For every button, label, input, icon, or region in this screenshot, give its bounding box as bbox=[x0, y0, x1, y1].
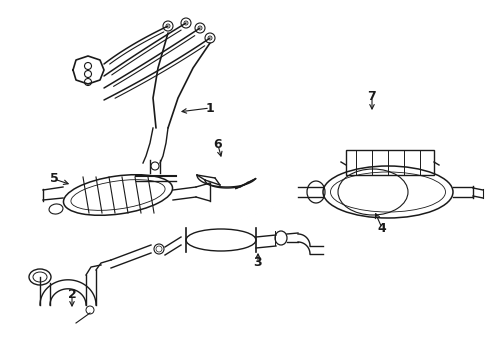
Text: 7: 7 bbox=[367, 90, 376, 104]
Text: 6: 6 bbox=[213, 139, 222, 152]
Text: 1: 1 bbox=[205, 102, 214, 114]
Text: 2: 2 bbox=[67, 288, 76, 302]
Text: 4: 4 bbox=[377, 221, 386, 234]
Text: 5: 5 bbox=[49, 172, 58, 185]
Text: 3: 3 bbox=[253, 256, 262, 270]
